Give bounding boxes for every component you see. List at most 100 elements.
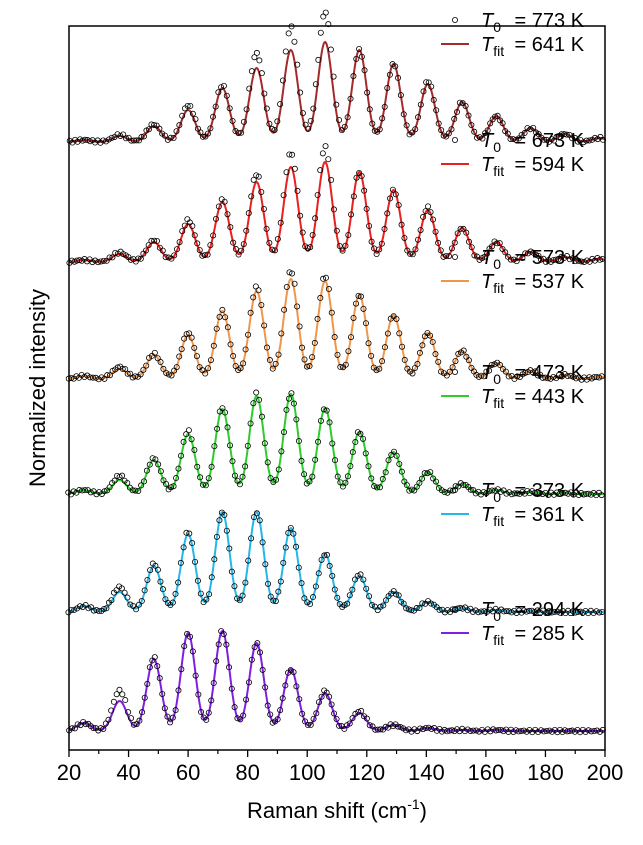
data-point bbox=[352, 439, 359, 446]
data-point bbox=[352, 710, 359, 717]
data-point bbox=[119, 472, 126, 479]
data-point bbox=[279, 77, 286, 84]
data-point bbox=[524, 125, 531, 132]
data-point bbox=[510, 136, 517, 143]
data-point bbox=[248, 193, 255, 200]
data-point bbox=[419, 475, 426, 482]
legend-tfit-label: Tfit = 537 K bbox=[481, 271, 585, 296]
data-point bbox=[384, 330, 391, 337]
data-point bbox=[245, 557, 252, 564]
data-point bbox=[237, 365, 244, 372]
data-point bbox=[219, 405, 226, 412]
data-point bbox=[350, 193, 357, 200]
legend-marker bbox=[451, 16, 458, 23]
data-point bbox=[415, 236, 422, 243]
data-point bbox=[400, 600, 407, 607]
data-point bbox=[290, 530, 297, 537]
data-point bbox=[293, 543, 300, 550]
data-point bbox=[272, 360, 279, 367]
data-point bbox=[318, 556, 325, 563]
data-point bbox=[312, 215, 319, 222]
data-point bbox=[227, 341, 234, 348]
data-point bbox=[596, 609, 603, 616]
data-point bbox=[137, 371, 144, 378]
data-point bbox=[357, 430, 364, 437]
data-point bbox=[306, 363, 313, 370]
data-point bbox=[322, 143, 329, 150]
data-point bbox=[553, 489, 560, 496]
data-point bbox=[188, 436, 195, 443]
data-point bbox=[210, 113, 217, 120]
data-point bbox=[374, 484, 381, 491]
data-point bbox=[213, 325, 220, 332]
data-point bbox=[309, 473, 316, 480]
data-point bbox=[268, 125, 275, 132]
data-point bbox=[307, 721, 314, 728]
data-point bbox=[328, 177, 335, 184]
data-point bbox=[122, 366, 129, 373]
data-point bbox=[215, 89, 222, 96]
data-point bbox=[286, 151, 293, 158]
data-point bbox=[373, 251, 380, 258]
data-point bbox=[306, 478, 313, 485]
data-point bbox=[488, 361, 495, 368]
data-point bbox=[395, 592, 402, 599]
data-point bbox=[327, 46, 334, 53]
data-point bbox=[103, 605, 110, 612]
data-point bbox=[433, 107, 440, 114]
data-point bbox=[212, 103, 219, 110]
data-point bbox=[285, 30, 292, 37]
data-point bbox=[326, 562, 333, 569]
data-point bbox=[358, 173, 365, 180]
data-point bbox=[250, 176, 257, 183]
data-point bbox=[191, 446, 198, 453]
data-point bbox=[159, 247, 166, 254]
data-point bbox=[297, 212, 304, 219]
data-point bbox=[259, 539, 266, 546]
data-point bbox=[325, 21, 332, 28]
data-point bbox=[309, 354, 316, 361]
legend-t0-label: T0 = 673 K bbox=[481, 130, 585, 155]
data-point bbox=[391, 448, 398, 455]
data-point bbox=[269, 246, 276, 253]
data-point bbox=[293, 683, 300, 690]
data-point bbox=[416, 605, 423, 612]
data-point bbox=[226, 105, 233, 112]
data-point bbox=[108, 707, 115, 714]
data-point bbox=[377, 726, 384, 733]
data-point bbox=[291, 165, 298, 172]
data-point bbox=[212, 215, 219, 222]
data-point bbox=[299, 229, 306, 236]
data-point bbox=[248, 656, 255, 663]
data-point bbox=[248, 535, 255, 542]
data-point bbox=[361, 67, 368, 74]
data-point bbox=[205, 365, 212, 372]
data-point bbox=[320, 275, 327, 282]
data-point bbox=[368, 352, 375, 359]
data-point bbox=[109, 254, 116, 261]
data-point bbox=[488, 243, 495, 250]
data-point bbox=[195, 691, 202, 698]
data-point bbox=[563, 131, 570, 138]
data-point bbox=[196, 247, 203, 254]
data-point bbox=[507, 135, 514, 142]
data-point bbox=[282, 682, 289, 689]
data-point bbox=[440, 253, 447, 260]
data-point bbox=[499, 120, 506, 127]
data-point bbox=[172, 707, 179, 714]
data-point bbox=[162, 254, 169, 261]
data-point bbox=[176, 239, 183, 246]
data-point bbox=[436, 606, 443, 613]
data-point bbox=[492, 113, 499, 120]
data-point bbox=[545, 608, 552, 615]
data-point bbox=[222, 314, 229, 321]
data-point bbox=[381, 226, 388, 233]
data-point bbox=[583, 137, 590, 144]
data-point bbox=[395, 202, 402, 209]
data-point bbox=[175, 579, 182, 586]
data-point bbox=[598, 492, 605, 499]
data-point bbox=[143, 467, 150, 474]
data-point bbox=[159, 586, 166, 593]
data-point bbox=[290, 669, 297, 676]
